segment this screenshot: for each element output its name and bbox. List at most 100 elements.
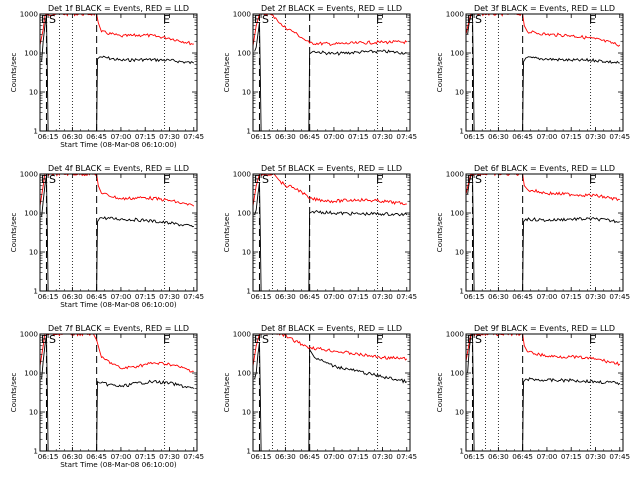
y-tick-label: 1000 (233, 10, 252, 19)
plot-data (253, 14, 408, 131)
x-axis-label: Start Time (08-Mar-08 06:10:00) (60, 300, 177, 309)
x-tick-label: 07:15 (561, 292, 582, 301)
panel-title: Det 2f BLACK = Events, RED = LLD (261, 4, 402, 13)
x-tick-label: 06:30 (488, 132, 509, 141)
y-tick-label: 1000 (20, 170, 39, 179)
x-tick-label: 07:30 (585, 292, 606, 301)
series-events-line (41, 15, 195, 131)
x-tick-label: 07:15 (561, 132, 582, 141)
x-tick-label: 07:15 (561, 452, 582, 461)
x-tick-label: 07:15 (348, 132, 369, 141)
plot-data (466, 334, 621, 451)
y-tick-label: 1 (33, 447, 38, 456)
x-tick-label: 07:45 (396, 132, 417, 141)
x-tick-label: 06:15 (464, 132, 485, 141)
y-tick-label: 1000 (20, 10, 39, 19)
x-tick-label: 07:00 (324, 132, 345, 141)
series-events-line (467, 334, 621, 451)
plot-frame (465, 13, 624, 132)
series-events-line (41, 175, 194, 291)
x-tick-label: 07:00 (537, 132, 558, 141)
event-marker-label: S (49, 13, 56, 26)
y-axis-label: Counts/sec (9, 373, 18, 413)
event-marker-label: S (262, 173, 269, 186)
x-tick-label: 07:30 (585, 452, 606, 461)
panel-title: Det 6f BLACK = Events, RED = LLD (474, 164, 615, 173)
panel-title: Det 7f BLACK = Events, RED = LLD (48, 324, 189, 333)
plot-frame (252, 173, 411, 292)
y-tick-label: 10 (29, 408, 39, 417)
x-tick-label: 06:30 (62, 452, 83, 461)
x-tick-label: 06:45 (299, 452, 320, 461)
event-marker-label: S (475, 13, 482, 26)
x-tick-label: 06:45 (86, 132, 107, 141)
x-tick-label: 07:15 (135, 292, 156, 301)
panel-title: Det 4f BLACK = Events, RED = LLD (48, 164, 189, 173)
event-marker-label: E (589, 13, 596, 26)
x-tick-label: 06:45 (512, 132, 533, 141)
x-tick-label: 07:15 (348, 292, 369, 301)
x-axis-label: Start Time (08-Mar-08 06:10:00) (60, 140, 177, 149)
y-tick-label: 1000 (446, 10, 465, 19)
event-marker-label: E (163, 13, 170, 26)
y-axis-label: Counts/sec (435, 213, 444, 253)
panel-det-8f: Det 8f BLACK = Events, RED = LLD 1 10 100 10… (222, 324, 417, 461)
x-tick-label: 06:15 (38, 452, 59, 461)
x-tick-label: 06:15 (38, 292, 59, 301)
y-axis-label: Counts/sec (435, 373, 444, 413)
x-tick-label: 07:45 (609, 452, 630, 461)
x-tick-label: 06:15 (251, 452, 272, 461)
y-tick-label: 10 (242, 88, 252, 97)
plot-frame (39, 173, 198, 292)
x-tick-label: 06:45 (512, 452, 533, 461)
y-tick-label: 1 (33, 287, 38, 296)
y-axis-label: Counts/sec (9, 53, 18, 93)
x-axis-label: Start Time (08-Mar-08 06:10:00) (60, 460, 177, 469)
x-tick-label: 06:30 (275, 292, 296, 301)
x-tick-label: 07:00 (111, 132, 132, 141)
x-tick-label: 06:15 (464, 292, 485, 301)
event-marker-label: E (163, 173, 170, 186)
event-marker-label: E (376, 13, 383, 26)
y-tick-label: 1 (246, 447, 251, 456)
x-tick-label: 07:30 (159, 452, 180, 461)
y-tick-label: 1 (459, 447, 464, 456)
y-tick-label: 1000 (233, 170, 252, 179)
event-marker-label: S (49, 173, 56, 186)
x-tick-label: 07:00 (537, 452, 558, 461)
y-tick-label: 100 (450, 209, 464, 218)
y-tick-label: 1000 (20, 330, 39, 339)
x-tick-label: 07:30 (159, 292, 180, 301)
panel-det-2f: Det 2f BLACK = Events, RED = LLD 1 10 100 10… (222, 4, 417, 141)
event-marker-label: E (254, 333, 261, 346)
panel-det-1f: Det 1f BLACK = Events, RED = LLD 1 10 100 10… (9, 4, 204, 149)
series-lld-line (466, 14, 621, 47)
x-tick-label: 07:45 (609, 292, 630, 301)
event-marker-label: S (262, 333, 269, 346)
plot-data (253, 334, 408, 451)
series-events-line (467, 174, 620, 291)
x-tick-label: 06:30 (488, 292, 509, 301)
plot-data (466, 174, 620, 291)
y-tick-label: 1 (33, 127, 38, 136)
series-lld-line (253, 174, 407, 207)
y-axis-label: Counts/sec (222, 373, 231, 413)
y-tick-label: 10 (29, 88, 39, 97)
x-tick-label: 06:30 (62, 292, 83, 301)
panel-det-6f: Det 6f BLACK = Events, RED = LLD 1 10 100 10… (435, 164, 630, 301)
plot-data (40, 334, 195, 451)
x-tick-label: 06:15 (251, 132, 272, 141)
panel-det-5f: Det 5f BLACK = Events, RED = LLD 1 10 100 10… (222, 164, 417, 301)
x-tick-label: 07:30 (159, 132, 180, 141)
x-tick-label: 06:45 (86, 452, 107, 461)
event-marker-label: E (467, 333, 474, 346)
y-tick-label: 100 (24, 49, 38, 58)
x-tick-label: 07:00 (324, 292, 345, 301)
y-tick-label: 100 (450, 369, 464, 378)
series-events-line (467, 14, 620, 131)
y-tick-label: 1 (459, 127, 464, 136)
y-tick-label: 100 (450, 49, 464, 58)
event-marker-label: S (475, 173, 482, 186)
event-marker-label: S (49, 333, 56, 346)
plot-frame (39, 333, 198, 452)
